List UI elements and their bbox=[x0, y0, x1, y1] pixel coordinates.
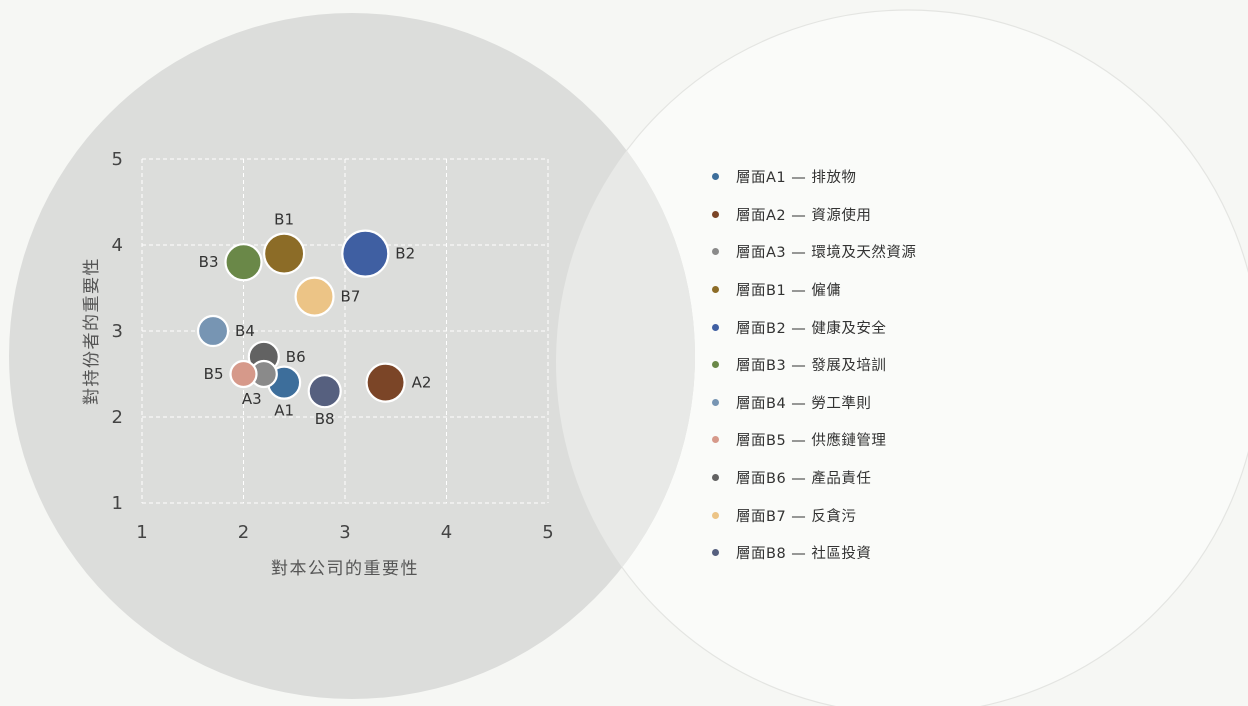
legend-label: 層面B4 — 勞工準則 bbox=[736, 395, 872, 412]
legend-marker bbox=[712, 436, 719, 444]
point-b1 bbox=[263, 232, 306, 275]
legend-marker bbox=[712, 361, 719, 369]
legend-marker bbox=[712, 210, 719, 218]
legend-label: 層面B1 — 僱傭 bbox=[736, 283, 842, 300]
legend-marker bbox=[712, 549, 719, 557]
x-tick-label: 3 bbox=[339, 522, 350, 543]
point-label-b1: B1 bbox=[274, 211, 294, 229]
legend-marker bbox=[712, 248, 719, 256]
point-label-a1: A1 bbox=[274, 402, 294, 420]
legend-label: 層面B2 — 健康及安全 bbox=[736, 320, 887, 337]
legend-item-b8: 層面B8 — 社區投資 bbox=[712, 534, 916, 572]
y-axis-ticks: 1 2 3 4 5 bbox=[112, 149, 123, 514]
point-label-b5: B5 bbox=[204, 365, 224, 383]
point-b4 bbox=[196, 314, 230, 348]
point-label-b3: B3 bbox=[199, 253, 219, 271]
legend-item-b3: 層面B3 — 發展及培訓 bbox=[712, 346, 916, 384]
x-axis-ticks: 1 2 3 4 5 bbox=[136, 522, 553, 543]
legend-item-a3: 層面A3 — 環境及天然資源 bbox=[712, 233, 916, 271]
point-label-a2: A2 bbox=[412, 374, 432, 392]
x-tick-label: 5 bbox=[542, 522, 553, 543]
legend-marker bbox=[712, 511, 719, 519]
y-tick-label: 5 bbox=[112, 149, 123, 170]
legend-item-b7: 層面B7 — 反貪污 bbox=[712, 496, 916, 534]
legend-item-a2: 層面A2 — 資源使用 bbox=[712, 196, 916, 234]
legend-marker bbox=[712, 398, 719, 406]
legend-marker bbox=[712, 323, 719, 331]
x-axis-title: 對本公司的重要性 bbox=[271, 559, 419, 579]
data-points bbox=[196, 229, 406, 409]
point-label-b4: B4 bbox=[235, 322, 255, 340]
legend-label: 層面B7 — 反貪污 bbox=[736, 508, 857, 525]
point-label-b6: B6 bbox=[286, 348, 306, 366]
circle-overlap bbox=[556, 150, 696, 568]
legend-item-b1: 層面B1 — 僱傭 bbox=[712, 271, 916, 309]
x-tick-label: 2 bbox=[238, 522, 249, 543]
legend-item-a1: 層面A1 — 排放物 bbox=[712, 158, 916, 196]
point-label-b8: B8 bbox=[315, 410, 335, 428]
legend-label: 層面A2 — 資源使用 bbox=[736, 207, 872, 224]
y-tick-label: 2 bbox=[112, 407, 123, 428]
legend-label: 層面A1 — 排放物 bbox=[736, 170, 857, 187]
legend-marker bbox=[712, 173, 719, 181]
point-b7 bbox=[294, 276, 335, 317]
legend-label: 層面B5 — 供應鏈管理 bbox=[736, 433, 887, 450]
legend-item-b5: 層面B5 — 供應鏈管理 bbox=[712, 421, 916, 459]
y-tick-label: 4 bbox=[112, 235, 123, 256]
data-labels: A1 A2 A3 B1 B2 B3 B4 B5 B6 B7 B8 bbox=[199, 211, 432, 429]
legend-marker bbox=[712, 474, 719, 482]
y-tick-label: 3 bbox=[112, 321, 123, 342]
x-tick-label: 1 bbox=[136, 522, 147, 543]
point-label-b7: B7 bbox=[341, 288, 361, 306]
left-circle bbox=[9, 13, 695, 699]
point-label-b2: B2 bbox=[395, 245, 415, 263]
legend-label: 層面A3 — 環境及天然資源 bbox=[736, 245, 917, 262]
legend-label: 層面B6 — 產品責任 bbox=[736, 471, 872, 488]
legend-item-b2: 層面B2 — 健康及安全 bbox=[712, 308, 916, 346]
point-b8 bbox=[307, 374, 342, 409]
y-axis-title: 對持份者的重要性 bbox=[82, 257, 102, 405]
point-b2 bbox=[341, 229, 390, 278]
legend-marker bbox=[712, 286, 719, 294]
x-tick-label: 4 bbox=[441, 522, 452, 543]
legend-item-b6: 層面B6 — 產品責任 bbox=[712, 459, 916, 497]
point-b5 bbox=[229, 359, 258, 389]
legend: 層面A1 — 排放物 層面A2 — 資源使用 層面A3 — 環境及天然資源 層面… bbox=[712, 158, 916, 572]
point-a2 bbox=[365, 362, 406, 403]
point-b3 bbox=[224, 243, 263, 282]
point-label-a3: A3 bbox=[242, 390, 262, 408]
legend-label: 層面B3 — 發展及培訓 bbox=[736, 358, 887, 375]
legend-item-b4: 層面B4 — 勞工準則 bbox=[712, 384, 916, 422]
y-tick-label: 1 bbox=[112, 493, 123, 514]
legend-label: 層面B8 — 社區投資 bbox=[736, 546, 872, 563]
